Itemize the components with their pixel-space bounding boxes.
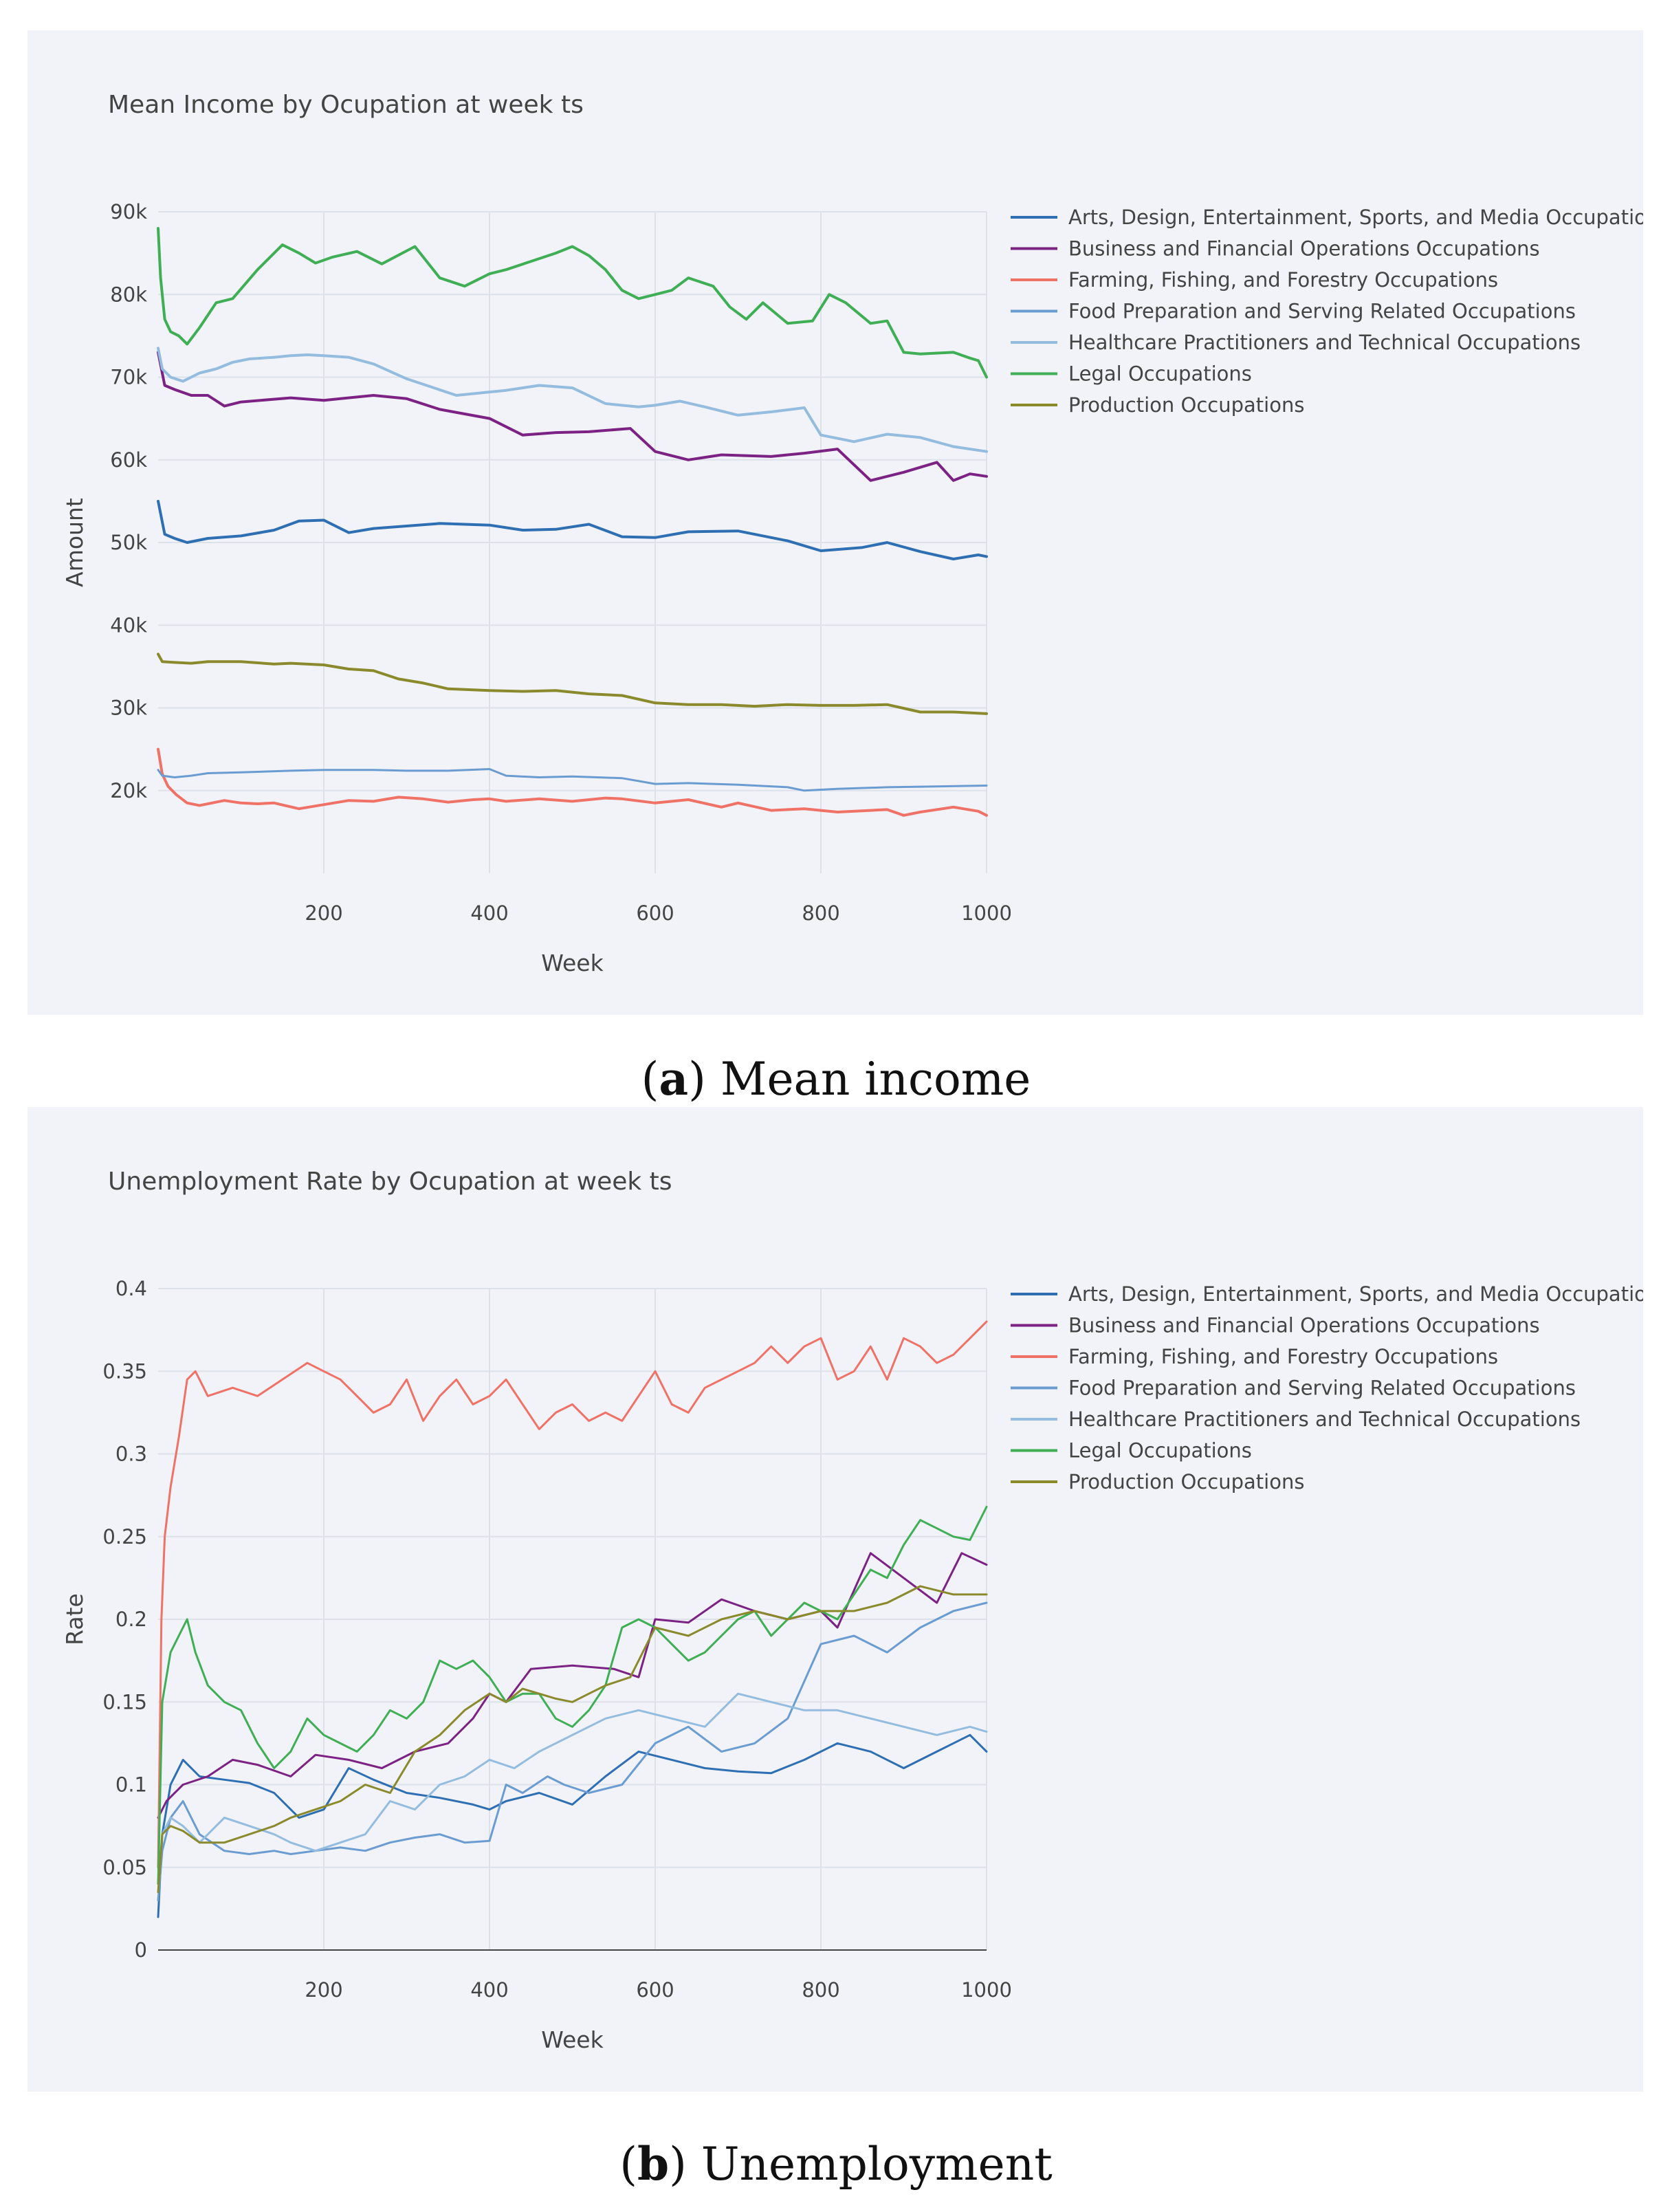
x-tick-label: 400 bbox=[470, 1978, 508, 2002]
y-tick-label: 40k bbox=[110, 613, 147, 637]
series-line bbox=[157, 653, 988, 715]
series-line bbox=[157, 1320, 988, 1869]
series-line bbox=[157, 1733, 988, 1918]
y-axis-label: Amount bbox=[61, 498, 88, 587]
series-line bbox=[157, 1601, 988, 1902]
caption-a: (a) Mean income bbox=[641, 1052, 1031, 1106]
y-tick-label: 0.25 bbox=[102, 1525, 147, 1548]
series-line bbox=[157, 1552, 988, 1819]
y-tick-label: 0.15 bbox=[102, 1690, 147, 1713]
legend-label: Farming, Fishing, and Forestry Occupatio… bbox=[1068, 268, 1498, 292]
y-tick-label: 0.2 bbox=[116, 1608, 147, 1631]
series-line bbox=[157, 768, 988, 792]
y-tick-label: 0.35 bbox=[102, 1359, 147, 1383]
legend-label: Healthcare Practitioners and Technical O… bbox=[1068, 1408, 1581, 1431]
y-tick-label: 50k bbox=[110, 531, 147, 554]
unemployment-chart-panel: Unemployment Rate by Ocupation at week t… bbox=[28, 1107, 1643, 2092]
series-line bbox=[157, 1692, 988, 1885]
series-line bbox=[157, 347, 988, 453]
legend-label: Food Preparation and Serving Related Occ… bbox=[1068, 300, 1576, 323]
legend-label: Legal Occupations bbox=[1068, 1439, 1252, 1463]
series-line bbox=[157, 499, 988, 560]
series-line bbox=[157, 351, 988, 482]
x-axis-label: Week bbox=[541, 2026, 604, 2053]
y-tick-label: 0.1 bbox=[116, 1773, 147, 1797]
legend-label: Healthcare Practitioners and Technical O… bbox=[1068, 331, 1581, 354]
y-tick-label: 20k bbox=[110, 779, 147, 802]
unemployment-chart: Unemployment Rate by Ocupation at week t… bbox=[61, 1168, 1643, 2053]
y-tick-label: 60k bbox=[110, 448, 147, 472]
caption-b-letter: b bbox=[637, 2137, 670, 2191]
y-tick-label: 0.05 bbox=[102, 1856, 147, 1879]
y-tick-label: 70k bbox=[110, 366, 147, 389]
series-line bbox=[157, 747, 988, 817]
x-tick-label: 600 bbox=[636, 901, 674, 925]
legend-label: Production Occupations bbox=[1068, 393, 1304, 417]
legend-label: Arts, Design, Entertainment, Sports, and… bbox=[1068, 206, 1643, 229]
caption-a-letter: a bbox=[659, 1052, 689, 1106]
series-line bbox=[157, 1585, 988, 1894]
y-tick-label: 80k bbox=[110, 283, 147, 306]
series-line bbox=[157, 227, 988, 379]
y-tick-label: 90k bbox=[110, 200, 147, 223]
y-tick-label: 0.4 bbox=[116, 1277, 147, 1300]
legend-label: Legal Occupations bbox=[1068, 362, 1252, 386]
chart-title: Unemployment Rate by Ocupation at week t… bbox=[108, 1168, 672, 1196]
series-line bbox=[157, 1506, 988, 1885]
legend-label: Arts, Design, Entertainment, Sports, and… bbox=[1068, 1282, 1643, 1306]
x-tick-label: 800 bbox=[802, 901, 839, 925]
x-tick-label: 800 bbox=[802, 1978, 839, 2002]
legend-label: Food Preparation and Serving Related Occ… bbox=[1068, 1377, 1576, 1400]
x-tick-label: 1000 bbox=[961, 901, 1012, 925]
caption-b-text: Unemployment bbox=[701, 2138, 1053, 2191]
y-tick-label: 30k bbox=[110, 697, 147, 720]
x-tick-label: 200 bbox=[305, 1978, 342, 2002]
x-tick-label: 400 bbox=[470, 901, 508, 925]
caption-b: (b) Unemployment bbox=[619, 2137, 1053, 2191]
chart-title: Mean Income by Ocupation at week ts bbox=[108, 91, 584, 119]
y-tick-label: 0.3 bbox=[116, 1443, 147, 1466]
legend-label: Business and Financial Operations Occupa… bbox=[1068, 237, 1540, 261]
legend-label: Farming, Fishing, and Forestry Occupatio… bbox=[1068, 1345, 1498, 1368]
x-tick-label: 1000 bbox=[961, 1978, 1012, 2002]
x-axis-label: Week bbox=[541, 950, 604, 976]
legend-label: Production Occupations bbox=[1068, 1470, 1304, 1493]
y-tick-label: 0 bbox=[135, 1938, 147, 1962]
x-tick-label: 200 bbox=[305, 901, 342, 925]
x-tick-label: 600 bbox=[636, 1978, 674, 2002]
legend-label: Business and Financial Operations Occupa… bbox=[1068, 1314, 1540, 1337]
y-axis-label: Rate bbox=[61, 1593, 88, 1645]
income-chart-panel: Mean Income by Ocupation at week ts 200 40… bbox=[28, 30, 1643, 1015]
income-chart: Mean Income by Ocupation at week ts 200 40… bbox=[61, 91, 1643, 976]
caption-a-text: Mean income bbox=[720, 1053, 1031, 1106]
